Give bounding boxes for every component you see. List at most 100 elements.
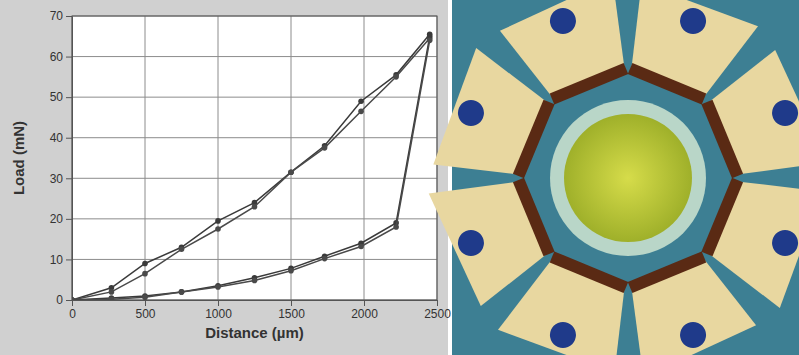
tick: 2000: [351, 300, 378, 321]
tick: 2500: [424, 300, 451, 321]
tick-mark: [66, 178, 72, 179]
tick-label: 70: [50, 9, 64, 23]
panel-background: [0, 0, 448, 355]
point: [72, 297, 75, 300]
tick: 500: [135, 300, 155, 321]
tick: 40: [50, 131, 72, 145]
point: [358, 109, 364, 115]
grid-line-y: [72, 97, 437, 98]
tick-label: 60: [50, 50, 64, 64]
tissue-edge: [701, 178, 743, 257]
tissue: [498, 0, 647, 109]
y-axis: 010203040506070: [50, 9, 73, 307]
point: [179, 246, 185, 252]
tissue-piece: [693, 48, 799, 199]
center: [564, 114, 692, 242]
x-axis: 0 500 1000 1500 2000 2500: [69, 300, 451, 321]
point: [358, 244, 364, 250]
tissue-edge: [701, 100, 743, 179]
grid: [72, 16, 437, 300]
series-line: [72, 38, 430, 300]
tick-mark: [66, 97, 72, 98]
point: [252, 204, 258, 210]
tick-mark: [218, 300, 219, 306]
point: [179, 289, 185, 295]
tissue-edge: [550, 63, 629, 105]
tissue-piece: [429, 157, 563, 308]
tick-mark: [66, 259, 72, 260]
tick: 30: [50, 172, 72, 186]
pin: [676, 318, 710, 352]
point: [358, 98, 364, 104]
tissue-edge: [513, 178, 555, 257]
point: [72, 297, 75, 300]
tissue: [609, 247, 758, 355]
point: [393, 74, 399, 80]
tick-label: 2000: [351, 307, 378, 321]
point: [288, 169, 294, 175]
point: [393, 224, 399, 230]
tick-label: 1000: [205, 307, 232, 321]
y-axis-title: Load (mN): [10, 121, 27, 195]
tick-mark: [66, 300, 72, 301]
grid-line-x: [291, 16, 292, 300]
pin: [454, 96, 488, 130]
pin: [546, 4, 580, 38]
grid-line-y: [72, 137, 437, 138]
tick-mark: [66, 219, 72, 220]
figure: 0 500 1000 1500 2000 25000 10 20 30 40 50 60 70 Dista…: [0, 0, 799, 355]
tissue: [429, 159, 560, 308]
grid-line-y: [72, 56, 437, 57]
series-line: [72, 34, 430, 300]
point: [252, 278, 258, 284]
point: [322, 145, 328, 151]
grid-line-x: [145, 16, 146, 300]
tick-mark: [364, 300, 365, 306]
grid-line-y: [72, 259, 437, 260]
tick-label: 20: [50, 212, 64, 226]
plot-background: [72, 16, 437, 300]
grid-line-x: [218, 16, 219, 300]
tissue-piece: [498, 0, 649, 113]
point: [322, 256, 328, 262]
tick-mark: [145, 300, 146, 306]
point: [109, 296, 115, 300]
tick: 70: [50, 9, 72, 23]
tick-label: 2500: [424, 307, 451, 321]
tick-mark: [66, 57, 72, 58]
tick-label: 10: [50, 253, 64, 267]
tick-label: 30: [50, 172, 64, 186]
tissue: [697, 48, 799, 197]
tissue-piece: [607, 243, 758, 355]
tick-mark: [72, 300, 73, 306]
pin: [454, 226, 488, 260]
pin: [768, 96, 799, 130]
point: [215, 218, 221, 224]
tick: 0: [69, 300, 76, 321]
tick-label: 1500: [278, 307, 305, 321]
point: [142, 261, 148, 267]
tick-label: 40: [50, 131, 64, 145]
point: [72, 297, 75, 300]
tick-mark: [66, 16, 72, 17]
tick-label: 500: [135, 307, 155, 321]
tick: 10: [50, 253, 72, 267]
plot-frame: [72, 16, 437, 300]
tick: 20: [50, 212, 72, 226]
tick-label: 50: [50, 90, 64, 104]
series-line: [72, 36, 430, 300]
pin: [676, 4, 710, 38]
tissue-edge: [628, 63, 707, 105]
tissue-edge: [550, 251, 629, 293]
point: [109, 289, 115, 295]
x-axis-title: Distance (µm): [205, 324, 304, 341]
tick: 1000: [205, 300, 232, 321]
point: [142, 294, 148, 300]
series-line: [72, 40, 430, 300]
ring: [550, 100, 706, 256]
point: [215, 284, 221, 290]
tick: 50: [50, 90, 72, 104]
point: [142, 271, 148, 277]
tick: 1500: [278, 300, 305, 321]
point: [288, 169, 294, 175]
